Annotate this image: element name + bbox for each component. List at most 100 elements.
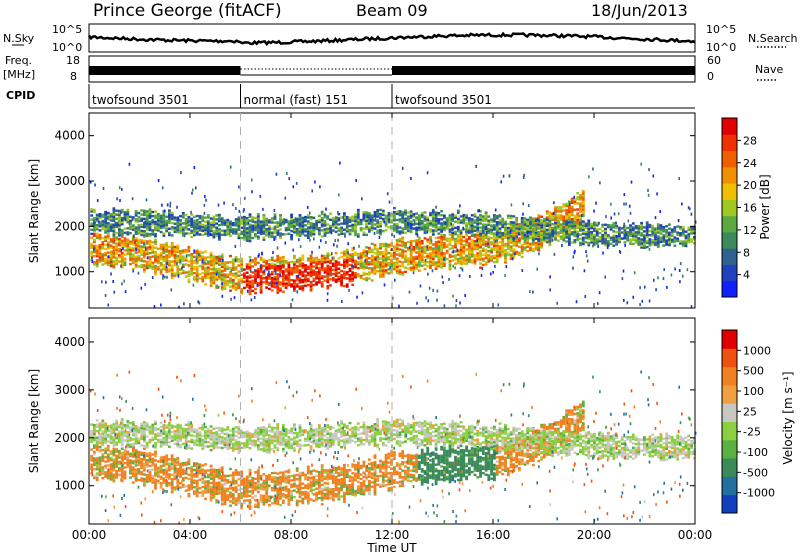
echo-cell [173,251,177,255]
echo-cell [554,216,557,219]
echo-cell [320,262,324,266]
echo-cell [565,230,568,233]
echo-cell [206,488,210,492]
echo-cell [106,233,110,236]
echo-cell [273,281,277,285]
echo-cell [573,222,577,225]
echo-cell [645,241,649,245]
echo-cell [251,275,255,278]
echo-cell [154,478,157,481]
echo-cell [195,186,197,190]
echo-cell [665,239,668,242]
echo-cell [90,457,94,460]
echo-cell [595,242,599,245]
echo-cell [334,268,338,271]
echo-cell [248,229,252,233]
echo-cell [556,225,560,228]
echo-cell [176,470,180,473]
echo-cell [412,266,416,269]
echo-cell [104,210,107,214]
echo-cell [518,251,521,254]
echo-cell [484,211,488,214]
echo-cell [151,241,155,244]
echo-cell [159,258,163,261]
echo-cell [418,214,421,217]
echo-cell [537,247,541,250]
echo-cell [359,227,363,230]
echo-cell [415,212,418,215]
echo-cell [584,226,588,230]
echo-cell [190,217,194,220]
echo-cell [156,255,160,259]
echo-cell [581,194,585,197]
echo-cell [215,276,219,279]
echo-cell [656,245,660,248]
echo-cell [584,241,588,244]
echo-cell [251,220,255,223]
echo-cell [494,239,497,243]
echo-cell [443,228,446,232]
echo-cell [159,484,163,487]
echo-cell [245,271,249,274]
echo-cell [548,227,552,230]
echo-cell [145,224,149,227]
echo-cell [545,232,549,236]
echo-cell [220,286,224,289]
echo-cell [223,483,227,486]
echo-cell [120,243,124,247]
echo-cell [420,264,424,267]
echo-cell [428,286,431,290]
echo-cell [144,282,146,286]
echo-cell [293,261,296,264]
echo-cell [104,451,107,455]
echo-cell [143,473,146,476]
echo-cell [226,265,230,268]
echo-cell [479,252,482,255]
echo-cell [554,232,557,235]
echo-cell [193,479,196,482]
echo-cell [265,262,268,265]
echo-cell [109,240,113,243]
echo-cell [684,240,688,244]
echo-cell [154,463,157,466]
echo-cell [248,227,252,230]
echo-cell [529,226,532,230]
echo-cell [101,468,105,471]
echo-cell [512,256,516,259]
echo-cell [195,272,199,275]
echo-cell [156,212,160,216]
echo-cell [106,453,110,456]
echo-cell [423,251,427,254]
echo-cell [510,203,513,207]
echo-cell [568,239,571,242]
echo-cell [223,261,227,264]
echo-cell [93,232,96,235]
echo-cell [95,232,99,235]
echo-cell [120,453,124,457]
echo-cell [256,213,260,216]
echo-cell [495,252,499,256]
echo-cell [256,273,260,277]
echo-cell [645,227,649,230]
echo-cell [249,269,252,273]
echo-cell [209,276,213,279]
echo-cell [256,221,260,224]
echo-cell [243,238,246,241]
echo-cell [268,232,270,236]
echo-cell [404,231,407,235]
echo-cell [554,234,557,238]
echo-cell [242,209,245,213]
echo-cell [140,223,144,226]
echo-cell [423,263,427,267]
echo-cell [493,220,496,223]
echo-cell [191,191,193,195]
echo-cell [501,235,505,239]
echo-cell [165,227,169,231]
echo-cell [256,225,260,228]
echo-cell [684,242,688,246]
echo-cell [245,239,249,242]
echo-cell [448,253,452,257]
echo-cell [548,231,552,235]
echo-cell [226,481,230,484]
echo-cell [576,230,580,233]
